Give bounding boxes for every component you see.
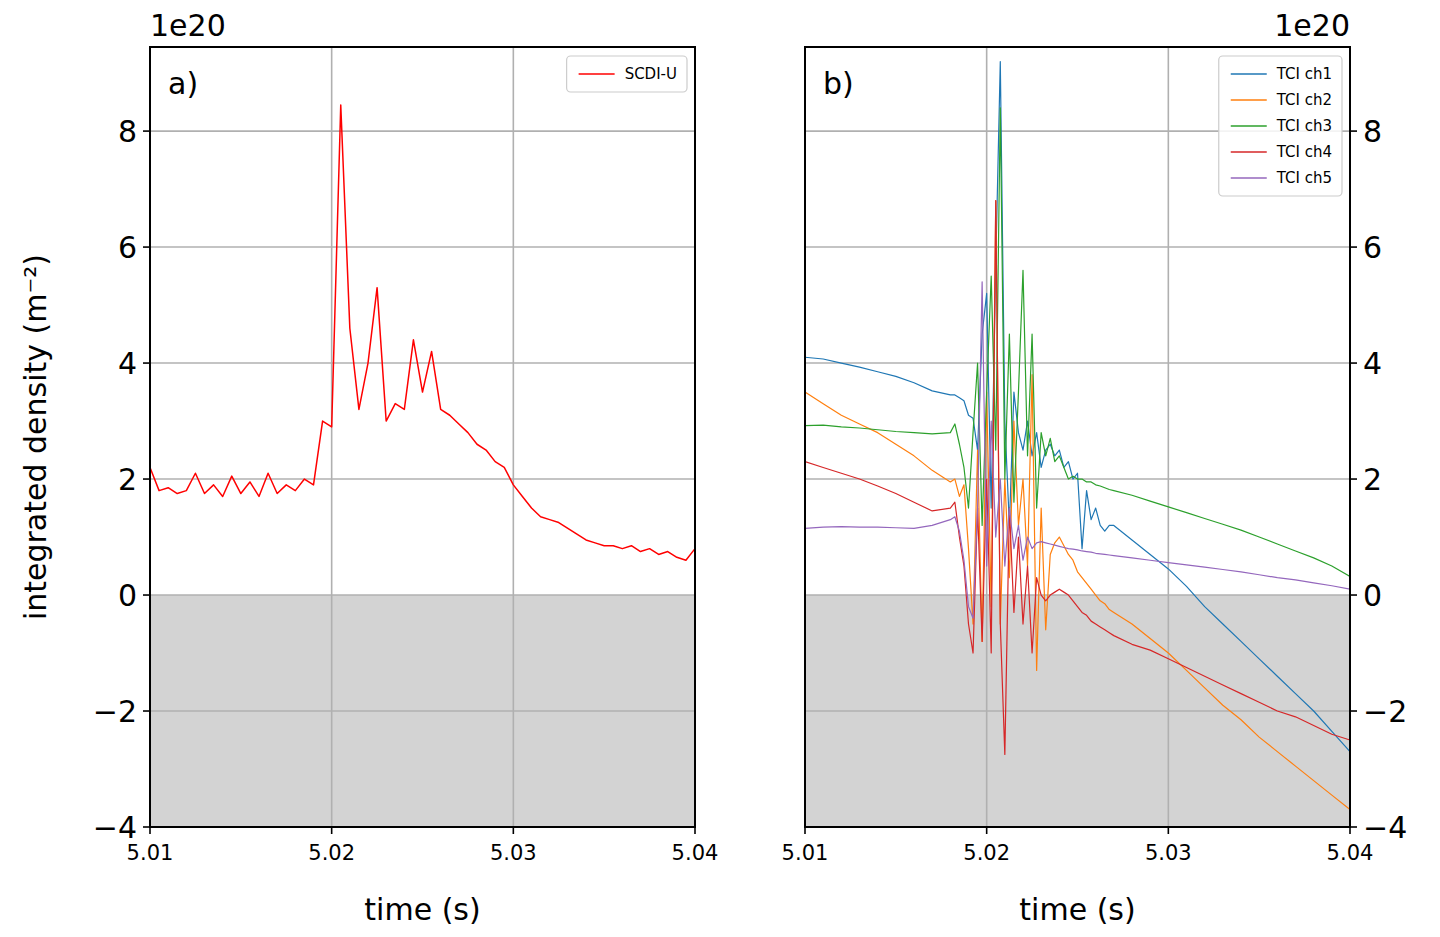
x-tick [331, 827, 333, 834]
y-tick-label: −4 [93, 810, 137, 845]
plot-area [805, 47, 1350, 827]
y-tick-label: 8 [118, 114, 137, 149]
legend-label: TCI ch5 [1276, 169, 1332, 187]
y-tick [143, 362, 150, 364]
shaded-band [150, 595, 695, 827]
y-tick-label: 4 [118, 346, 137, 381]
figure: 5.01 5.02 5.03 5.04 −4 −2 0 2 4 6 8 1e20 a) time (s) i… [0, 0, 1440, 937]
y-tick [1350, 594, 1357, 596]
legend: SCDI-U [567, 56, 687, 92]
legend-swatch [1231, 125, 1267, 127]
series-line [805, 201, 1350, 810]
y-tick-label: 6 [118, 230, 137, 265]
series-line [805, 201, 1350, 755]
grid-line [513, 47, 515, 827]
grid-line [150, 246, 695, 248]
y-tick [143, 478, 150, 480]
grid-line [805, 246, 1350, 248]
x-tick [804, 827, 806, 834]
series-line [150, 105, 695, 560]
y-tick-label: −4 [1363, 810, 1407, 845]
panel: 5.015.025.035.04−4−2024681e20b)time (s)T… [782, 8, 1408, 927]
y-tick-label: 0 [1363, 578, 1382, 613]
x-tick-label: 5.02 [963, 841, 1010, 865]
grid-line [331, 47, 333, 827]
y-tick [1350, 362, 1357, 364]
y-tick [1350, 826, 1357, 828]
x-tick-label: 5.04 [672, 841, 719, 865]
y-tick-label: 2 [1363, 462, 1382, 497]
x-tick [1349, 827, 1351, 834]
grid-line [150, 362, 695, 364]
y-tick [143, 130, 150, 132]
legend-label: TCI ch3 [1276, 117, 1332, 135]
x-tick-label: 5.01 [782, 841, 829, 865]
legend-box [1219, 56, 1342, 196]
y-tick [1350, 478, 1357, 480]
y-tick-label: −2 [1363, 694, 1407, 729]
grid-line [150, 710, 695, 712]
legend-swatch [1231, 177, 1267, 179]
y-tick [1350, 130, 1357, 132]
legend-label: TCI ch1 [1276, 65, 1332, 83]
x-tick-label: 5.03 [490, 841, 537, 865]
legend-label: TCI ch2 [1276, 91, 1332, 109]
x-tick [986, 827, 988, 834]
x-tick [1168, 827, 1170, 834]
grid-line [150, 478, 695, 480]
panel-label: b) [823, 66, 854, 101]
x-tick [513, 827, 515, 834]
x-axis-label: time (s) [364, 892, 480, 927]
y-axis-label: integrated density (m⁻²) [18, 254, 53, 620]
x-tick [149, 827, 151, 834]
offset-label: 1e20 [1274, 8, 1350, 43]
page: {"chart_data": [ {"type": "line", "panel… [0, 0, 1440, 937]
y-tick-label: 2 [118, 462, 137, 497]
legend-label: SCDI-U [625, 65, 677, 83]
series-line [805, 282, 1350, 618]
frame [150, 47, 695, 827]
x-tick-label: 5.02 [308, 841, 355, 865]
offset-label: 1e20 [150, 8, 226, 43]
y-tick-label: 6 [1363, 230, 1382, 265]
legend: TCI ch1 TCI ch2 TCI ch3 TCI ch4 TCI ch5 [1219, 56, 1342, 196]
y-tick [143, 246, 150, 248]
grid-line [150, 594, 695, 596]
grid-line [1168, 47, 1170, 827]
legend-swatch [1231, 73, 1267, 75]
x-tick [694, 827, 696, 834]
grid-line [805, 362, 1350, 364]
grid-line [150, 130, 695, 132]
y-tick [143, 826, 150, 828]
legend-swatch [1231, 151, 1267, 153]
y-tick [143, 710, 150, 712]
y-tick [1350, 710, 1357, 712]
panel-label: a) [168, 66, 198, 101]
shaded-band [805, 595, 1350, 827]
frame [805, 47, 1350, 827]
y-tick [1350, 246, 1357, 248]
y-tick-label: 8 [1363, 114, 1382, 149]
legend-label: TCI ch4 [1276, 143, 1332, 161]
y-tick-label: −2 [93, 694, 137, 729]
legend-box [567, 56, 687, 92]
plot-area [150, 47, 695, 827]
legend-swatch [1231, 99, 1267, 101]
y-tick-label: 0 [118, 578, 137, 613]
y-tick [143, 594, 150, 596]
legend-swatch [579, 73, 615, 75]
x-tick-label: 5.03 [1145, 841, 1192, 865]
x-axis-label: time (s) [1019, 892, 1135, 927]
y-tick-label: 4 [1363, 346, 1382, 381]
grid-line [805, 710, 1350, 712]
panel: 5.015.025.035.04−4−2024681e20a)time (s)i… [18, 8, 718, 927]
grid-line [805, 594, 1350, 596]
